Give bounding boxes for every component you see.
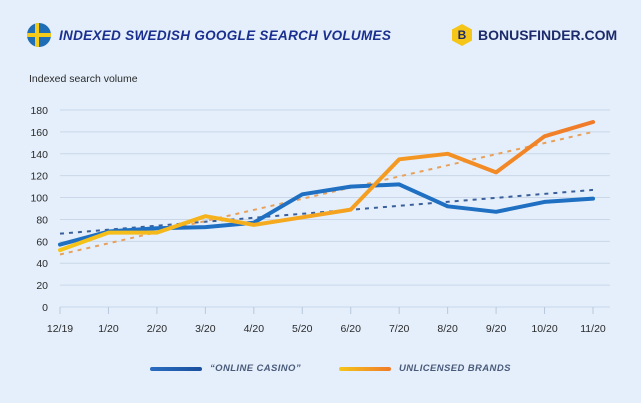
- y-tick-label: 0: [42, 302, 48, 314]
- legend-label-online-casino: “ONLINE CASINO”: [210, 363, 301, 374]
- y-tick-label: 60: [36, 236, 48, 248]
- y-tick-label: 80: [36, 214, 48, 226]
- x-tick-label: 1/20: [98, 323, 119, 335]
- y-tick-label: 100: [30, 193, 48, 205]
- series-line-online-casino: [58, 182, 595, 247]
- sweden-flag-icon: [27, 23, 51, 47]
- x-tick-label: 10/20: [531, 323, 557, 335]
- x-tick-label: 2/20: [147, 323, 168, 335]
- x-tick-label: 9/20: [486, 323, 507, 335]
- x-tick-label: 5/20: [292, 323, 313, 335]
- x-tick-label: 11/20: [580, 323, 606, 335]
- chart-header: INDEXED SWEDISH GOOGLE SEARCH VOLUMES: [27, 22, 391, 48]
- legend-swatch-unlicensed-brands: [338, 366, 391, 371]
- y-tick-label: 180: [30, 105, 48, 117]
- y-axis-label: Indexed search volume: [29, 73, 138, 85]
- legend: “ONLINE CASINO” UNLICENSED BRANDS: [150, 363, 549, 374]
- series-line-unlicensed-brands: [58, 120, 595, 253]
- bonusfinder-logo-icon: B: [452, 24, 472, 46]
- x-tick-label: 8/20: [437, 323, 458, 335]
- x-tick-label: 4/20: [244, 323, 265, 335]
- legend-swatch-online-casino: [150, 366, 202, 371]
- x-tick-label: 12/19: [47, 323, 73, 335]
- brand-name: BONUSFINDER.COM: [478, 27, 618, 43]
- y-tick-label: 160: [30, 127, 48, 139]
- y-tick-label: 120: [30, 171, 48, 183]
- legend-label-unlicensed-brands: UNLICENSED BRANDS: [398, 363, 511, 374]
- y-tick-label: 140: [30, 149, 48, 161]
- brand-logo: B BONUSFINDER.COM: [452, 24, 617, 46]
- x-tick-label: 7/20: [389, 323, 410, 335]
- legend-item-online-casino: “ONLINE CASINO”: [150, 363, 301, 374]
- y-tick-label: 20: [36, 280, 48, 292]
- x-tick-label: 6/20: [341, 323, 362, 335]
- x-tick-label: 3/20: [195, 323, 216, 335]
- trendline-unlicensed-brands: [59, 130, 594, 256]
- y-tick-label: 40: [36, 258, 48, 270]
- legend-item-unlicensed-brands: UNLICENSED BRANDS: [338, 363, 511, 374]
- chart-title: INDEXED SWEDISH GOOGLE SEARCH VOLUMES: [59, 27, 392, 43]
